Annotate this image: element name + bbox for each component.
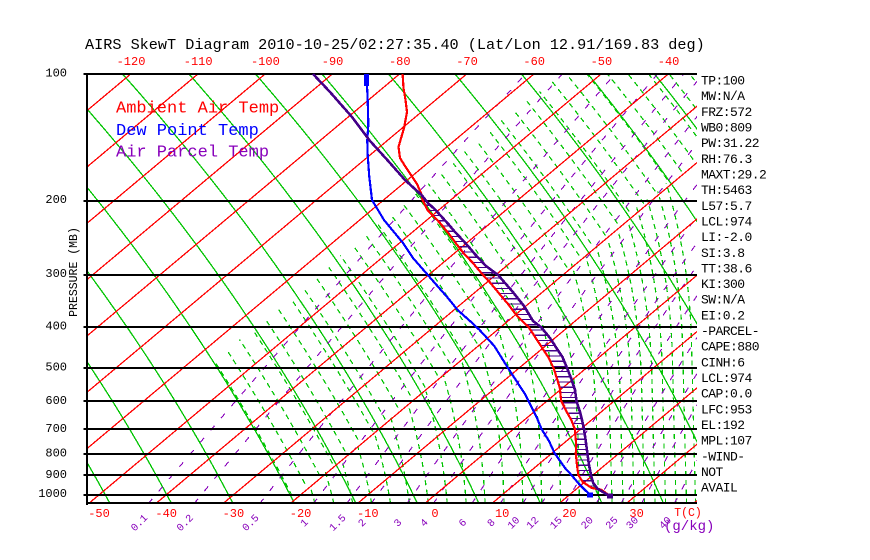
- svg-text:-100: -100: [251, 55, 280, 69]
- svg-text:EL:192: EL:192: [701, 418, 745, 433]
- svg-text:MPL:107: MPL:107: [701, 434, 752, 449]
- svg-text:AVAIL: AVAIL: [701, 481, 737, 496]
- svg-text:-40: -40: [155, 507, 177, 521]
- svg-text:-80: -80: [389, 55, 411, 69]
- svg-text:-110: -110: [184, 55, 213, 69]
- svg-text:-30: -30: [223, 507, 245, 521]
- svg-text:PW:31.22: PW:31.22: [701, 136, 759, 151]
- svg-text:LI:-2.0: LI:-2.0: [701, 230, 752, 245]
- svg-text:700: 700: [45, 422, 67, 436]
- svg-text:EI:0.2: EI:0.2: [701, 308, 745, 323]
- svg-text:1000: 1000: [38, 487, 67, 501]
- svg-text:NOT: NOT: [701, 465, 724, 480]
- svg-text:CAPE:880: CAPE:880: [701, 340, 759, 355]
- svg-text:30: 30: [629, 507, 643, 521]
- svg-text:TH:5463: TH:5463: [701, 183, 752, 198]
- svg-text:-60: -60: [523, 55, 545, 69]
- svg-text:200: 200: [45, 193, 67, 207]
- svg-text:800: 800: [45, 446, 67, 460]
- svg-text:CAP:0.0: CAP:0.0: [701, 387, 752, 402]
- svg-text:KI:300: KI:300: [701, 277, 745, 292]
- svg-text:500: 500: [45, 360, 67, 374]
- svg-text:-70: -70: [456, 55, 478, 69]
- svg-text:0: 0: [431, 507, 438, 521]
- svg-text:Ambient Air Temp: Ambient Air Temp: [116, 100, 279, 119]
- svg-text:MW:N/A: MW:N/A: [701, 89, 745, 104]
- svg-text:400: 400: [45, 320, 67, 334]
- svg-text:TP:100: TP:100: [701, 74, 745, 89]
- svg-text:-PARCEL-: -PARCEL-: [701, 324, 759, 339]
- svg-text:20: 20: [562, 507, 576, 521]
- svg-text:-20: -20: [290, 507, 312, 521]
- svg-text:-50: -50: [591, 55, 613, 69]
- svg-text:TT:38.6: TT:38.6: [701, 261, 752, 276]
- svg-text:(g/kg): (g/kg): [664, 519, 714, 535]
- svg-text:-90: -90: [322, 55, 344, 69]
- svg-text:-40: -40: [658, 55, 680, 69]
- svg-text:600: 600: [45, 394, 67, 408]
- svg-text:MAXT:29.2: MAXT:29.2: [701, 167, 766, 182]
- svg-text:SI:3.8: SI:3.8: [701, 246, 745, 261]
- svg-text:-WIND-: -WIND-: [701, 449, 745, 464]
- svg-text:FRZ:572: FRZ:572: [701, 105, 752, 120]
- svg-text:WB0:809: WB0:809: [701, 120, 752, 135]
- svg-text:LCL:974: LCL:974: [701, 214, 753, 229]
- svg-text:SW:N/A: SW:N/A: [701, 293, 745, 308]
- svg-text:Air Parcel Temp: Air Parcel Temp: [116, 144, 269, 163]
- svg-text:-120: -120: [117, 55, 146, 69]
- svg-text:RH:76.3: RH:76.3: [701, 152, 752, 167]
- svg-text:L57:5.7: L57:5.7: [701, 199, 752, 214]
- svg-text:100: 100: [45, 67, 67, 81]
- svg-text:900: 900: [45, 468, 67, 482]
- svg-text:Dew Point Temp: Dew Point Temp: [116, 122, 259, 141]
- svg-text:CINH:6: CINH:6: [701, 355, 745, 370]
- svg-text:T(C): T(C): [674, 507, 702, 520]
- svg-text:PRESSURE (MB): PRESSURE (MB): [68, 227, 81, 317]
- svg-text:10: 10: [495, 507, 509, 521]
- svg-text:-10: -10: [357, 507, 379, 521]
- svg-text:LCL:974: LCL:974: [701, 371, 753, 386]
- svg-text:AIRS SkewT Diagram 2010-10-25/: AIRS SkewT Diagram 2010-10-25/02:27:35.4…: [85, 36, 705, 54]
- svg-text:300: 300: [45, 267, 67, 281]
- svg-text:LFC:953: LFC:953: [701, 402, 752, 417]
- svg-text:-50: -50: [88, 507, 110, 521]
